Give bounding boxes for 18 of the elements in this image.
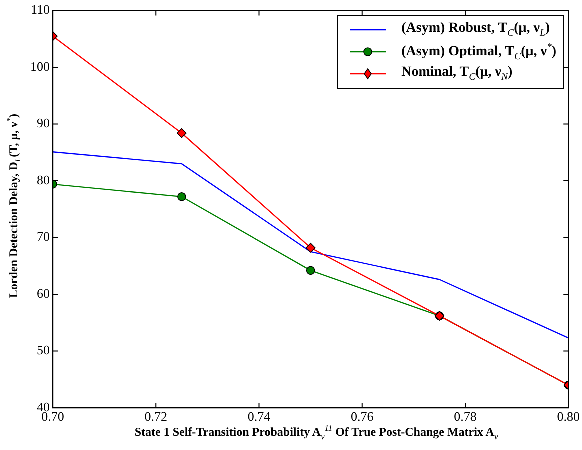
y-tick-label: 60 — [37, 286, 50, 301]
y-tick-label: 110 — [30, 2, 50, 18]
y-tick-label: 70 — [37, 229, 50, 244]
legend-label: (Asym) Optimal, T$_{C}$(μ, ν$^{*}$) — [402, 42, 557, 62]
point — [177, 128, 187, 138]
legend-label: (Asym) Robust, T$_{C}$(μ, ν$_{L}$) — [402, 20, 550, 39]
x-tick-label: 0.78 — [454, 409, 477, 424]
legend-label: Nominal, T$_{C}$(μ, ν$_{N}$) — [402, 64, 513, 83]
x-tick-label: 0.80 — [557, 409, 580, 424]
point — [306, 243, 316, 253]
y-tick-label: 90 — [37, 116, 50, 131]
y-tick-label: 100 — [30, 58, 50, 74]
y-tick-label: 80 — [37, 172, 50, 188]
x-axis-title: State 1 Self-Transition Probability A$_{ν}$$^{11}$ Of True Post-Change Matrix A$_{ν}$ — [134, 424, 500, 442]
x-tick-label: 0.76 — [351, 409, 374, 424]
x-tick-label: 0.74 — [248, 409, 272, 424]
y-tick-label: 50 — [37, 342, 50, 358]
x-tick-label: 0.72 — [144, 409, 168, 424]
